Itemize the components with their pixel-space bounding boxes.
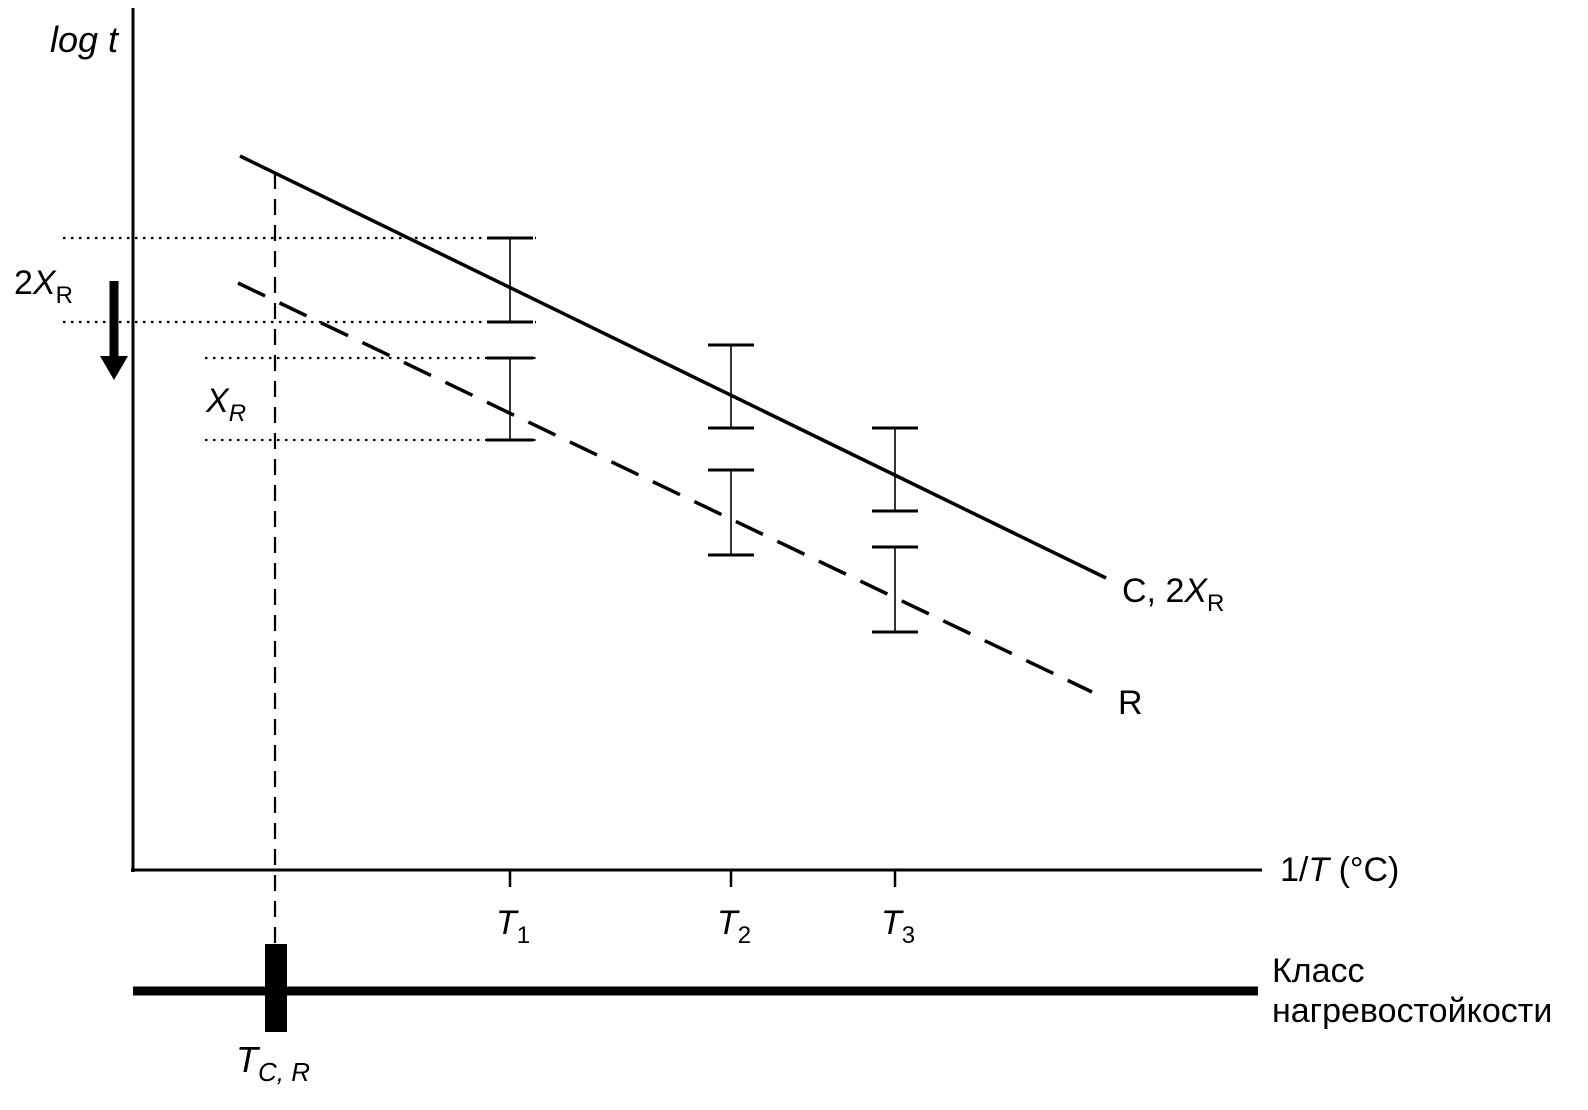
shift-down-arrow-head: [100, 356, 128, 380]
reference-temperature-marker: [265, 944, 287, 1032]
series-r-label: R: [1118, 684, 1143, 722]
tick-label-t3: T3: [881, 904, 915, 949]
series-c-line: [239, 154, 1107, 580]
tick-label-t2: T2: [717, 904, 751, 949]
x-axis-label: 1/T (°C): [1280, 851, 1399, 889]
y-axis-label: log t: [50, 19, 120, 60]
tcr-label: TC, R: [236, 1039, 310, 1087]
tick-label-t1: T1: [496, 904, 530, 949]
xr-label: XR: [205, 382, 246, 427]
series-r-line: [237, 281, 1093, 694]
class-label-line1: Класс: [1272, 952, 1365, 990]
two-xr-label: 2XR: [14, 264, 73, 309]
series-c-label: C, 2XR: [1122, 572, 1224, 617]
class-label-line2: нагревостойкости: [1272, 992, 1552, 1030]
